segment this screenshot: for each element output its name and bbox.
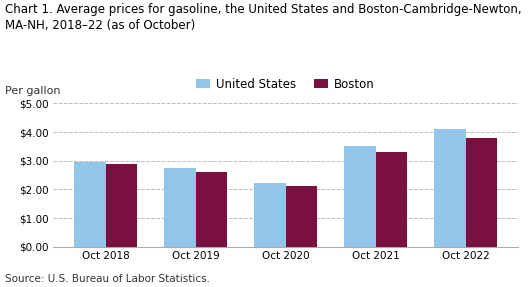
Bar — [344, 146, 376, 247]
Bar — [196, 172, 227, 247]
Bar — [434, 129, 466, 247]
Bar — [164, 168, 196, 247]
Bar — [106, 164, 137, 247]
Bar — [74, 162, 106, 247]
Text: Per gallon: Per gallon — [5, 86, 61, 96]
Bar — [376, 152, 407, 247]
Legend: United States, Boston: United States, Boston — [196, 78, 375, 91]
Bar — [466, 138, 497, 247]
Bar — [286, 186, 317, 247]
Text: Chart 1. Average prices for gasoline, the United States and Boston-Cambridge-New: Chart 1. Average prices for gasoline, th… — [5, 3, 522, 32]
Text: Source: U.S. Bureau of Labor Statistics.: Source: U.S. Bureau of Labor Statistics. — [5, 274, 211, 284]
Bar — [254, 183, 286, 247]
